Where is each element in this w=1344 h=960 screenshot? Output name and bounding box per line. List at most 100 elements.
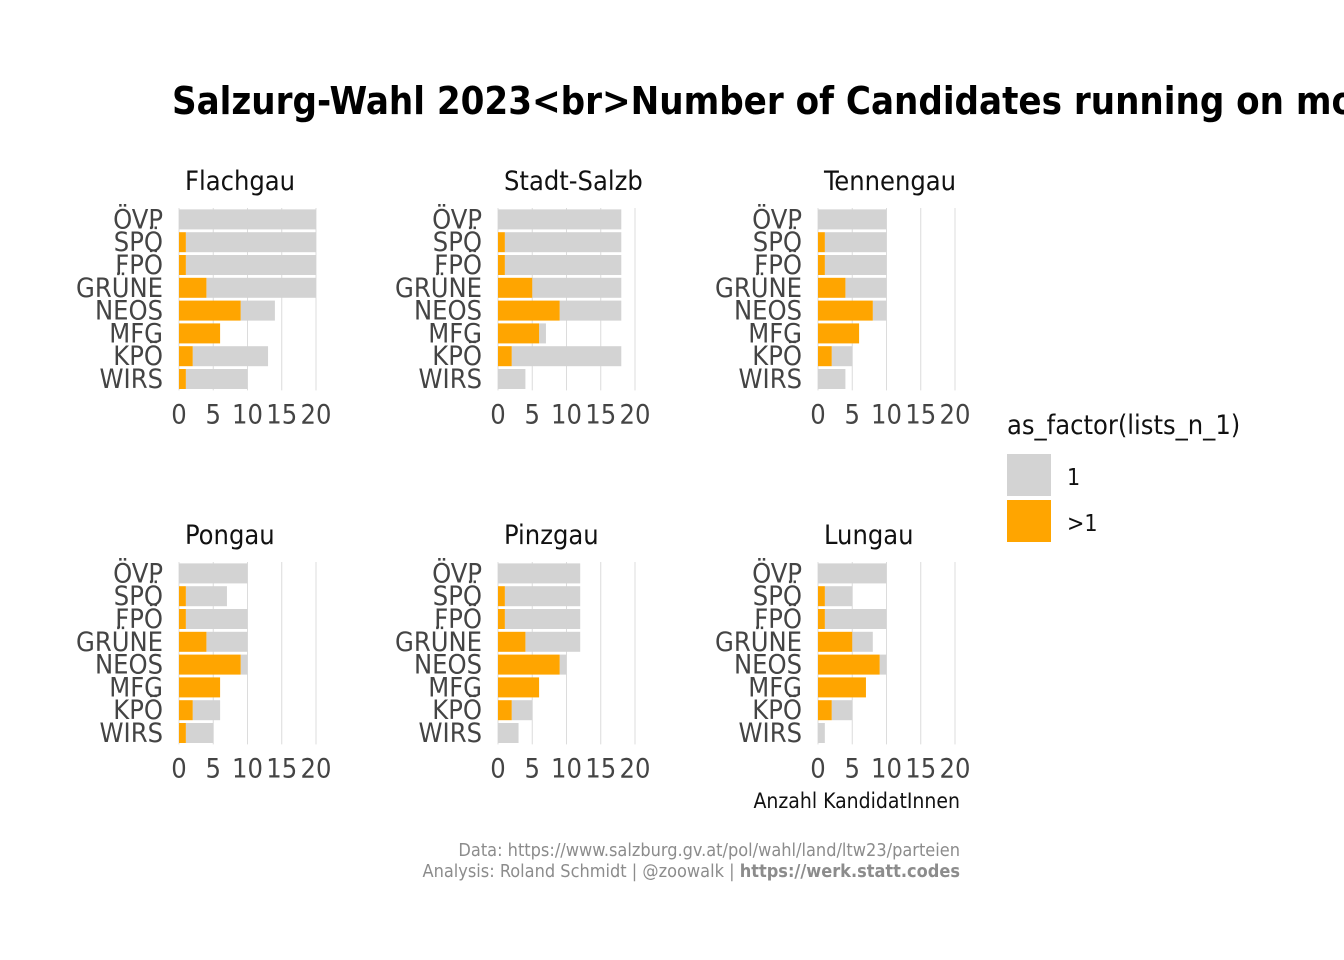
category-label: KPÖ [432, 340, 482, 372]
bar-single-list [504, 232, 622, 253]
bar-single-list [845, 277, 887, 298]
category-label: ÖVP [113, 203, 163, 235]
bar-multiple-lists [179, 631, 207, 652]
bar-multiple-lists [818, 586, 825, 607]
bar-single-list [179, 563, 248, 584]
category-label: GRÜNE [395, 626, 482, 658]
category-label: FPÖ [115, 603, 163, 635]
category-label: WIRS [739, 718, 802, 749]
category-label: ÖVP [113, 557, 163, 589]
facet-strip-label: Lungau [824, 520, 914, 551]
category-label: MFG [748, 318, 802, 349]
bar-single-list [511, 700, 533, 721]
bar-multiple-lists [498, 631, 526, 652]
x-tick-label: 5 [206, 399, 221, 430]
x-tick-label: 20 [620, 753, 651, 784]
bar-single-list [511, 346, 622, 367]
category-label: ÖVP [752, 557, 802, 589]
bar-single-list [185, 232, 316, 253]
bar-multiple-lists [498, 323, 540, 344]
bar-multiple-lists [179, 323, 221, 344]
x-tick-label: 0 [171, 399, 186, 430]
bar-multiple-lists [179, 369, 186, 389]
bar-single-list [525, 631, 581, 652]
bar-multiple-lists [498, 232, 505, 253]
category-label: KPÖ [432, 694, 482, 726]
legend-label-1: 1 [1067, 465, 1080, 491]
category-label: MFG [748, 672, 802, 703]
bar-single-list [504, 255, 622, 275]
bar-single-list [185, 586, 227, 607]
category-label: FPÖ [434, 603, 482, 635]
bar-single-list [872, 300, 887, 321]
caption-data-source: Data: https://www.salzburg.gv.at/pol/wah… [458, 840, 960, 861]
x-tick-label: 20 [301, 399, 332, 430]
bar-multiple-lists [818, 277, 846, 298]
x-tick-label: 0 [810, 753, 825, 784]
x-tick-label: 15 [905, 399, 936, 430]
x-tick-label: 0 [490, 753, 505, 784]
bar-single-list [206, 631, 248, 652]
bar-single-list [206, 277, 316, 298]
bar-single-list [559, 654, 567, 675]
x-tick-label: 10 [551, 399, 582, 430]
x-axis-title: Anzahl KandidatInnen [753, 789, 960, 813]
bar-single-list [179, 209, 316, 230]
bar-single-list [824, 232, 887, 253]
category-label: MFG [109, 318, 163, 349]
category-label: GRÜNE [715, 626, 802, 658]
category-label: WIRS [419, 364, 482, 395]
x-tick-label: 15 [585, 399, 616, 430]
bar-single-list [498, 209, 622, 230]
bar-single-list [504, 586, 581, 607]
bars [179, 563, 248, 743]
legend-title: as_factor(lists_n_1) [1007, 410, 1240, 441]
x-tick-label: 15 [905, 753, 936, 784]
category-label: FPÖ [754, 603, 802, 635]
bar-multiple-lists [498, 609, 505, 629]
bars [498, 563, 581, 743]
bar-multiple-lists [179, 586, 186, 607]
x-tick-label: 5 [845, 753, 860, 784]
bar-single-list [818, 563, 887, 584]
x-tick-label: 15 [266, 399, 297, 430]
bar-single-list [504, 609, 581, 629]
category-label: NEOS [734, 296, 802, 327]
bar-multiple-lists [498, 300, 560, 321]
category-label: FPÖ [754, 249, 802, 281]
bar-multiple-lists [498, 677, 540, 698]
legend-label-gt1: >1 [1067, 511, 1098, 537]
bars [818, 209, 887, 389]
bar-single-list [539, 323, 546, 344]
category-label: FPÖ [434, 249, 482, 281]
bar-multiple-lists [179, 277, 207, 298]
x-tick-label: 5 [525, 753, 540, 784]
bar-multiple-lists [818, 346, 832, 367]
category-label: NEOS [414, 650, 482, 681]
x-tick-label: 10 [871, 753, 902, 784]
bar-single-list [192, 346, 269, 367]
bar-single-list [818, 369, 846, 389]
bar-multiple-lists [179, 700, 193, 721]
x-tick-label: 5 [525, 399, 540, 430]
bar-single-list [818, 723, 825, 743]
bar-multiple-lists [818, 609, 825, 629]
category-label: NEOS [414, 296, 482, 327]
bar-single-list [498, 369, 526, 389]
x-tick-label: 10 [871, 399, 902, 430]
x-tick-label: 0 [171, 753, 186, 784]
x-tick-label: 10 [232, 399, 263, 430]
bar-single-list [498, 723, 519, 743]
x-tick-label: 20 [620, 399, 651, 430]
bar-single-list [532, 277, 622, 298]
caption-analysis-prefix: Analysis: Roland Schmidt | @zoowalk | [423, 861, 740, 882]
facet-strip-label: Pinzgau [504, 520, 599, 551]
caption-link[interactable]: https://werk.statt.codes [740, 861, 960, 882]
bar-multiple-lists [498, 654, 560, 675]
category-label: ÖVP [752, 203, 802, 235]
